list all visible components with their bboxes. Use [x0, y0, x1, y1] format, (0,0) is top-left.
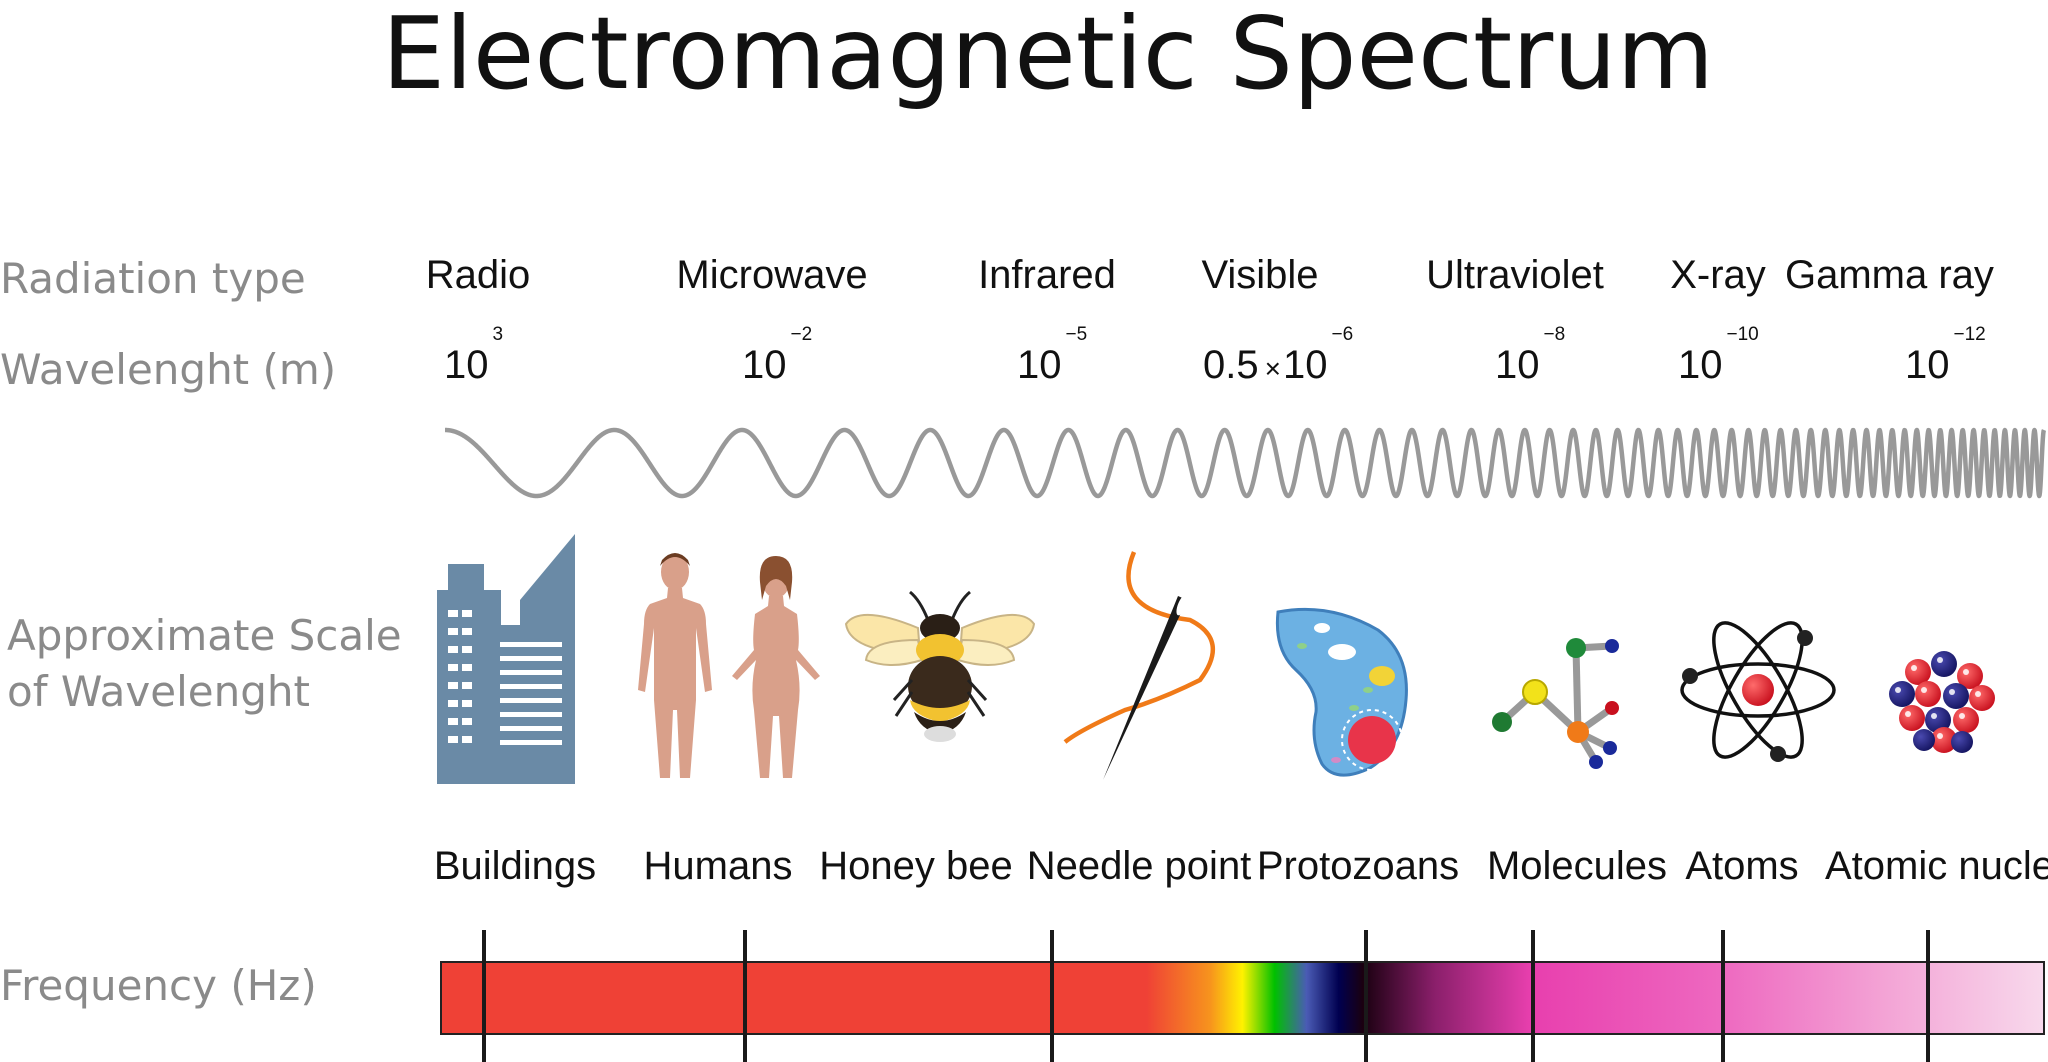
frequency-row-label: Frequency (Hz) — [0, 961, 317, 1010]
radiation-type-microwave: Microwave — [676, 253, 867, 297]
scale-label-buildings: Buildings — [434, 844, 596, 888]
wavelength-row: 103 10−2 10−5 0.5 ×10−6 10−8 10−10 10−12 — [444, 324, 1986, 387]
radiation-type-visible: Visible — [1201, 253, 1318, 297]
molecule-icon — [1492, 638, 1619, 769]
scale-label-atomic-nuclei: Atomic nuclei — [1825, 844, 2048, 888]
frequency-ticks — [482, 930, 1930, 1062]
frequency-gradient-bar — [440, 961, 2045, 1035]
scale-label-humans: Humans — [644, 844, 793, 888]
wavelength-gamma-ray: 10−12 — [1905, 324, 1986, 387]
page-title: Electromagnetic Spectrum — [382, 0, 1714, 112]
wavelength-infrared: 10−5 — [1017, 324, 1087, 387]
radiation-type-row-label: Radiation type — [0, 254, 306, 303]
wavelength-ultraviolet: 10−8 — [1495, 324, 1565, 387]
radiation-type-x-ray: X-ray — [1670, 253, 1766, 297]
wavelength-visible: 0.5 ×10−6 — [1203, 324, 1353, 387]
scale-label-honey-bee: Honey bee — [819, 844, 1012, 888]
scale-object-row: Buildings Humans Honey bee Needle point … — [434, 844, 2048, 888]
protozoan-icon — [1275, 607, 1408, 777]
wavelength-row-label: Wavelenght (m) — [0, 345, 336, 394]
radiation-type-ultraviolet: Ultraviolet — [1426, 253, 1604, 297]
scale-label-needle-point: Needle point — [1027, 844, 1252, 888]
wavelength-wave-line — [443, 427, 2047, 499]
wavelength-microwave: 10−2 — [742, 324, 812, 387]
radiation-type-gamma-ray: Gamma ray — [1785, 253, 1994, 297]
radiation-type-radio: Radio — [426, 253, 531, 297]
scale-label-protozoans: Protozoans — [1257, 844, 1459, 888]
honey-bee-icon — [844, 590, 1036, 742]
needle-icon — [1063, 551, 1216, 780]
atomic-nucleus-icon — [1889, 651, 1995, 753]
wavelength-x-ray: 10−10 — [1678, 324, 1759, 387]
scale-row-label-line-1: Approximate Scale — [7, 611, 402, 660]
radiation-type-row: Radio Microwave Infrared Visible Ultravi… — [426, 253, 1994, 297]
frequency-bar — [440, 930, 2045, 1062]
buildings-icon — [437, 534, 575, 784]
scale-label-molecules: Molecules — [1487, 844, 1667, 888]
humans-icon — [638, 553, 820, 778]
radiation-type-infrared: Infrared — [978, 253, 1116, 297]
wavelength-radio: 103 — [444, 324, 503, 387]
scale-row-label-line-2: of Wavelenght — [7, 667, 310, 716]
atom-icon — [1680, 621, 1836, 762]
scale-label-atoms: Atoms — [1685, 844, 1798, 888]
